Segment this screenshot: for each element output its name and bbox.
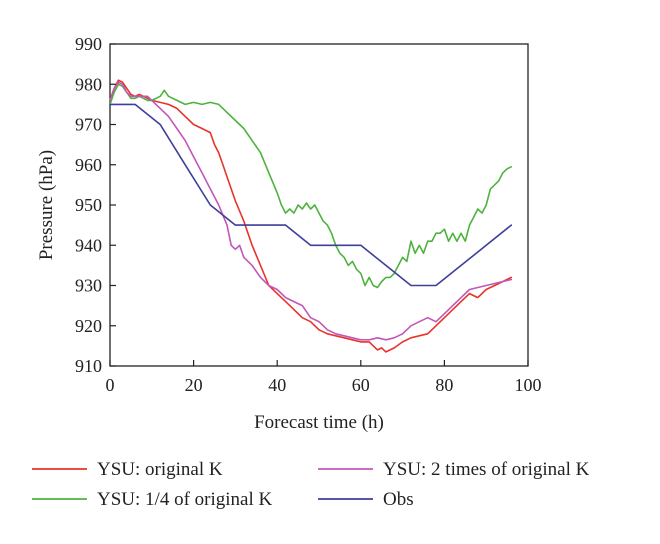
x-tick-label: 40 — [268, 375, 286, 395]
x-tick-label: 20 — [185, 375, 203, 395]
y-tick-label: 920 — [75, 316, 102, 336]
legend-label-3: YSU: 2 times of original K — [383, 459, 590, 480]
plot-frame — [109, 43, 529, 367]
y-tick-label: 990 — [75, 34, 102, 54]
x-axis-label: Forecast time (h) — [254, 412, 384, 433]
y-tick-label: 980 — [75, 74, 102, 94]
series-line-2 — [109, 83, 513, 289]
y-axis-ticks: 910 920 930 940 950 960 970 980 990 — [75, 34, 116, 376]
x-axis-ticks: 0 20 40 60 80 100 — [106, 360, 542, 395]
x-tick-label: 100 — [515, 375, 542, 395]
y-axis-label: Pressure (hPa) — [36, 150, 57, 260]
y-tick-label: 960 — [75, 155, 102, 175]
y-tick-label: 940 — [75, 235, 102, 255]
series-line-3 — [109, 81, 513, 341]
y-tick-label: 950 — [75, 195, 102, 215]
series-line-1 — [109, 79, 513, 353]
legend-label-2: YSU: 1/4 of original K — [97, 489, 272, 510]
y-tick-label: 910 — [75, 356, 102, 376]
y-tick-label: 930 — [75, 276, 102, 296]
legend-label-4: Obs — [383, 489, 414, 510]
x-tick-label: 60 — [352, 375, 370, 395]
x-tick-label: 80 — [435, 375, 453, 395]
legend-label-1: YSU: original K — [97, 459, 223, 480]
series-layer — [109, 79, 513, 353]
x-tick-label: 0 — [106, 375, 115, 395]
legend: YSU: original K YSU: 2 times of original … — [32, 459, 590, 510]
series-line-4 — [109, 103, 513, 287]
y-tick-label: 970 — [75, 115, 102, 135]
